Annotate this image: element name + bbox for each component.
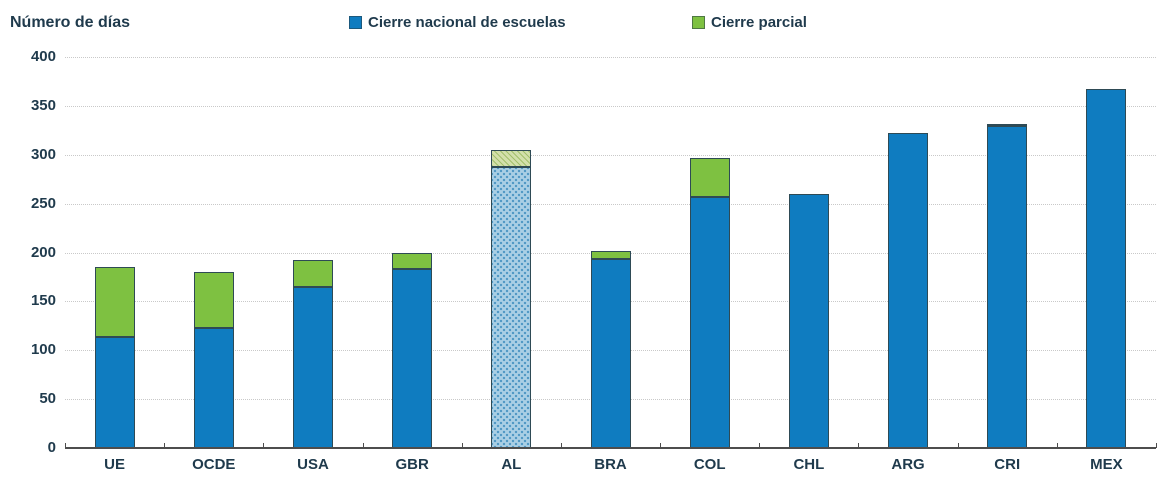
x-axis-line — [65, 447, 1156, 449]
x-tick-label-chl: CHL — [793, 456, 825, 473]
x-tick-label-ue: UE — [104, 456, 125, 473]
bar-col-nacional — [689, 196, 730, 448]
y-tick-label-350: 350 — [30, 96, 56, 114]
y-tick-label-200: 200 — [30, 243, 56, 261]
bar-cri-parcial — [987, 124, 1028, 127]
y-tick-label-400: 400 — [30, 48, 56, 65]
bar-ue-nacional — [94, 336, 135, 448]
legend-item-cierre-nacional: Cierre nacional de escuelas — [349, 14, 566, 31]
plot-area — [65, 57, 1157, 449]
bar-gbr-parcial — [392, 253, 433, 270]
legend-label-cierre-nacional: Cierre nacional de escuelas — [368, 14, 566, 31]
x-axis-tick — [1156, 443, 1157, 448]
x-axis-tick — [164, 443, 166, 448]
y-axis-title: Número de días — [10, 14, 131, 31]
bar-bra-nacional — [590, 259, 631, 448]
bar-mex-nacional — [1086, 89, 1127, 448]
bar-al-nacional — [491, 167, 532, 448]
bar-gbr-nacional — [392, 269, 433, 448]
bar-cri-nacional — [987, 126, 1028, 448]
legend-swatch-green-icon — [692, 16, 705, 29]
x-tick-label-ocde: OCDE — [192, 456, 236, 473]
x-axis-tick — [1056, 443, 1058, 448]
bar-usa-parcial — [292, 260, 333, 287]
x-axis-tick — [263, 443, 265, 448]
x-tick-label-bra: BRA — [594, 456, 627, 473]
legend-label-cierre-parcial: Cierre parcial — [711, 14, 807, 31]
y-tick-label-250: 250 — [30, 194, 56, 212]
y-tick-label-100: 100 — [30, 341, 56, 359]
bar-ue-parcial — [94, 267, 135, 337]
gridline-250 — [65, 203, 1156, 205]
bar-ocde-nacional — [193, 327, 234, 448]
y-tick-label-300: 300 — [30, 145, 56, 163]
y-tick-label-50: 50 — [39, 390, 56, 408]
bar-arg-nacional — [888, 133, 929, 448]
x-tick-label-gbr: GBR — [395, 456, 429, 473]
x-axis-tick — [957, 443, 959, 448]
bar-usa-nacional — [292, 286, 333, 448]
bar-bra-parcial — [590, 250, 631, 260]
legend-item-cierre-parcial: Cierre parcial — [692, 14, 807, 31]
gridline-300 — [65, 154, 1156, 156]
x-tick-label-al: AL — [501, 456, 522, 473]
y-tick-label-150: 150 — [30, 292, 56, 310]
legend-swatch-blue-icon — [349, 16, 362, 29]
x-axis-tick — [560, 443, 562, 448]
x-tick-label-arg: ARG — [891, 456, 925, 473]
x-axis-tick — [759, 443, 761, 448]
x-tick-label-mex: MEX — [1090, 456, 1123, 473]
x-tick-label-col: COL — [693, 456, 726, 473]
bar-col-parcial — [689, 157, 730, 197]
bar-ocde-parcial — [193, 272, 234, 328]
x-axis-tick — [461, 443, 463, 448]
bar-al-parcial — [491, 149, 532, 168]
gridline-350 — [65, 105, 1156, 107]
x-axis-tick — [65, 443, 66, 448]
gridline-400 — [65, 57, 1156, 58]
x-tick-label-cri: CRI — [994, 456, 1021, 473]
bar-chl-nacional — [788, 193, 829, 448]
x-tick-label-usa: USA — [297, 456, 329, 473]
x-axis-tick — [362, 443, 364, 448]
x-axis-tick — [858, 443, 860, 448]
y-tick-label-0: 0 — [47, 439, 56, 456]
x-axis-tick — [660, 443, 662, 448]
